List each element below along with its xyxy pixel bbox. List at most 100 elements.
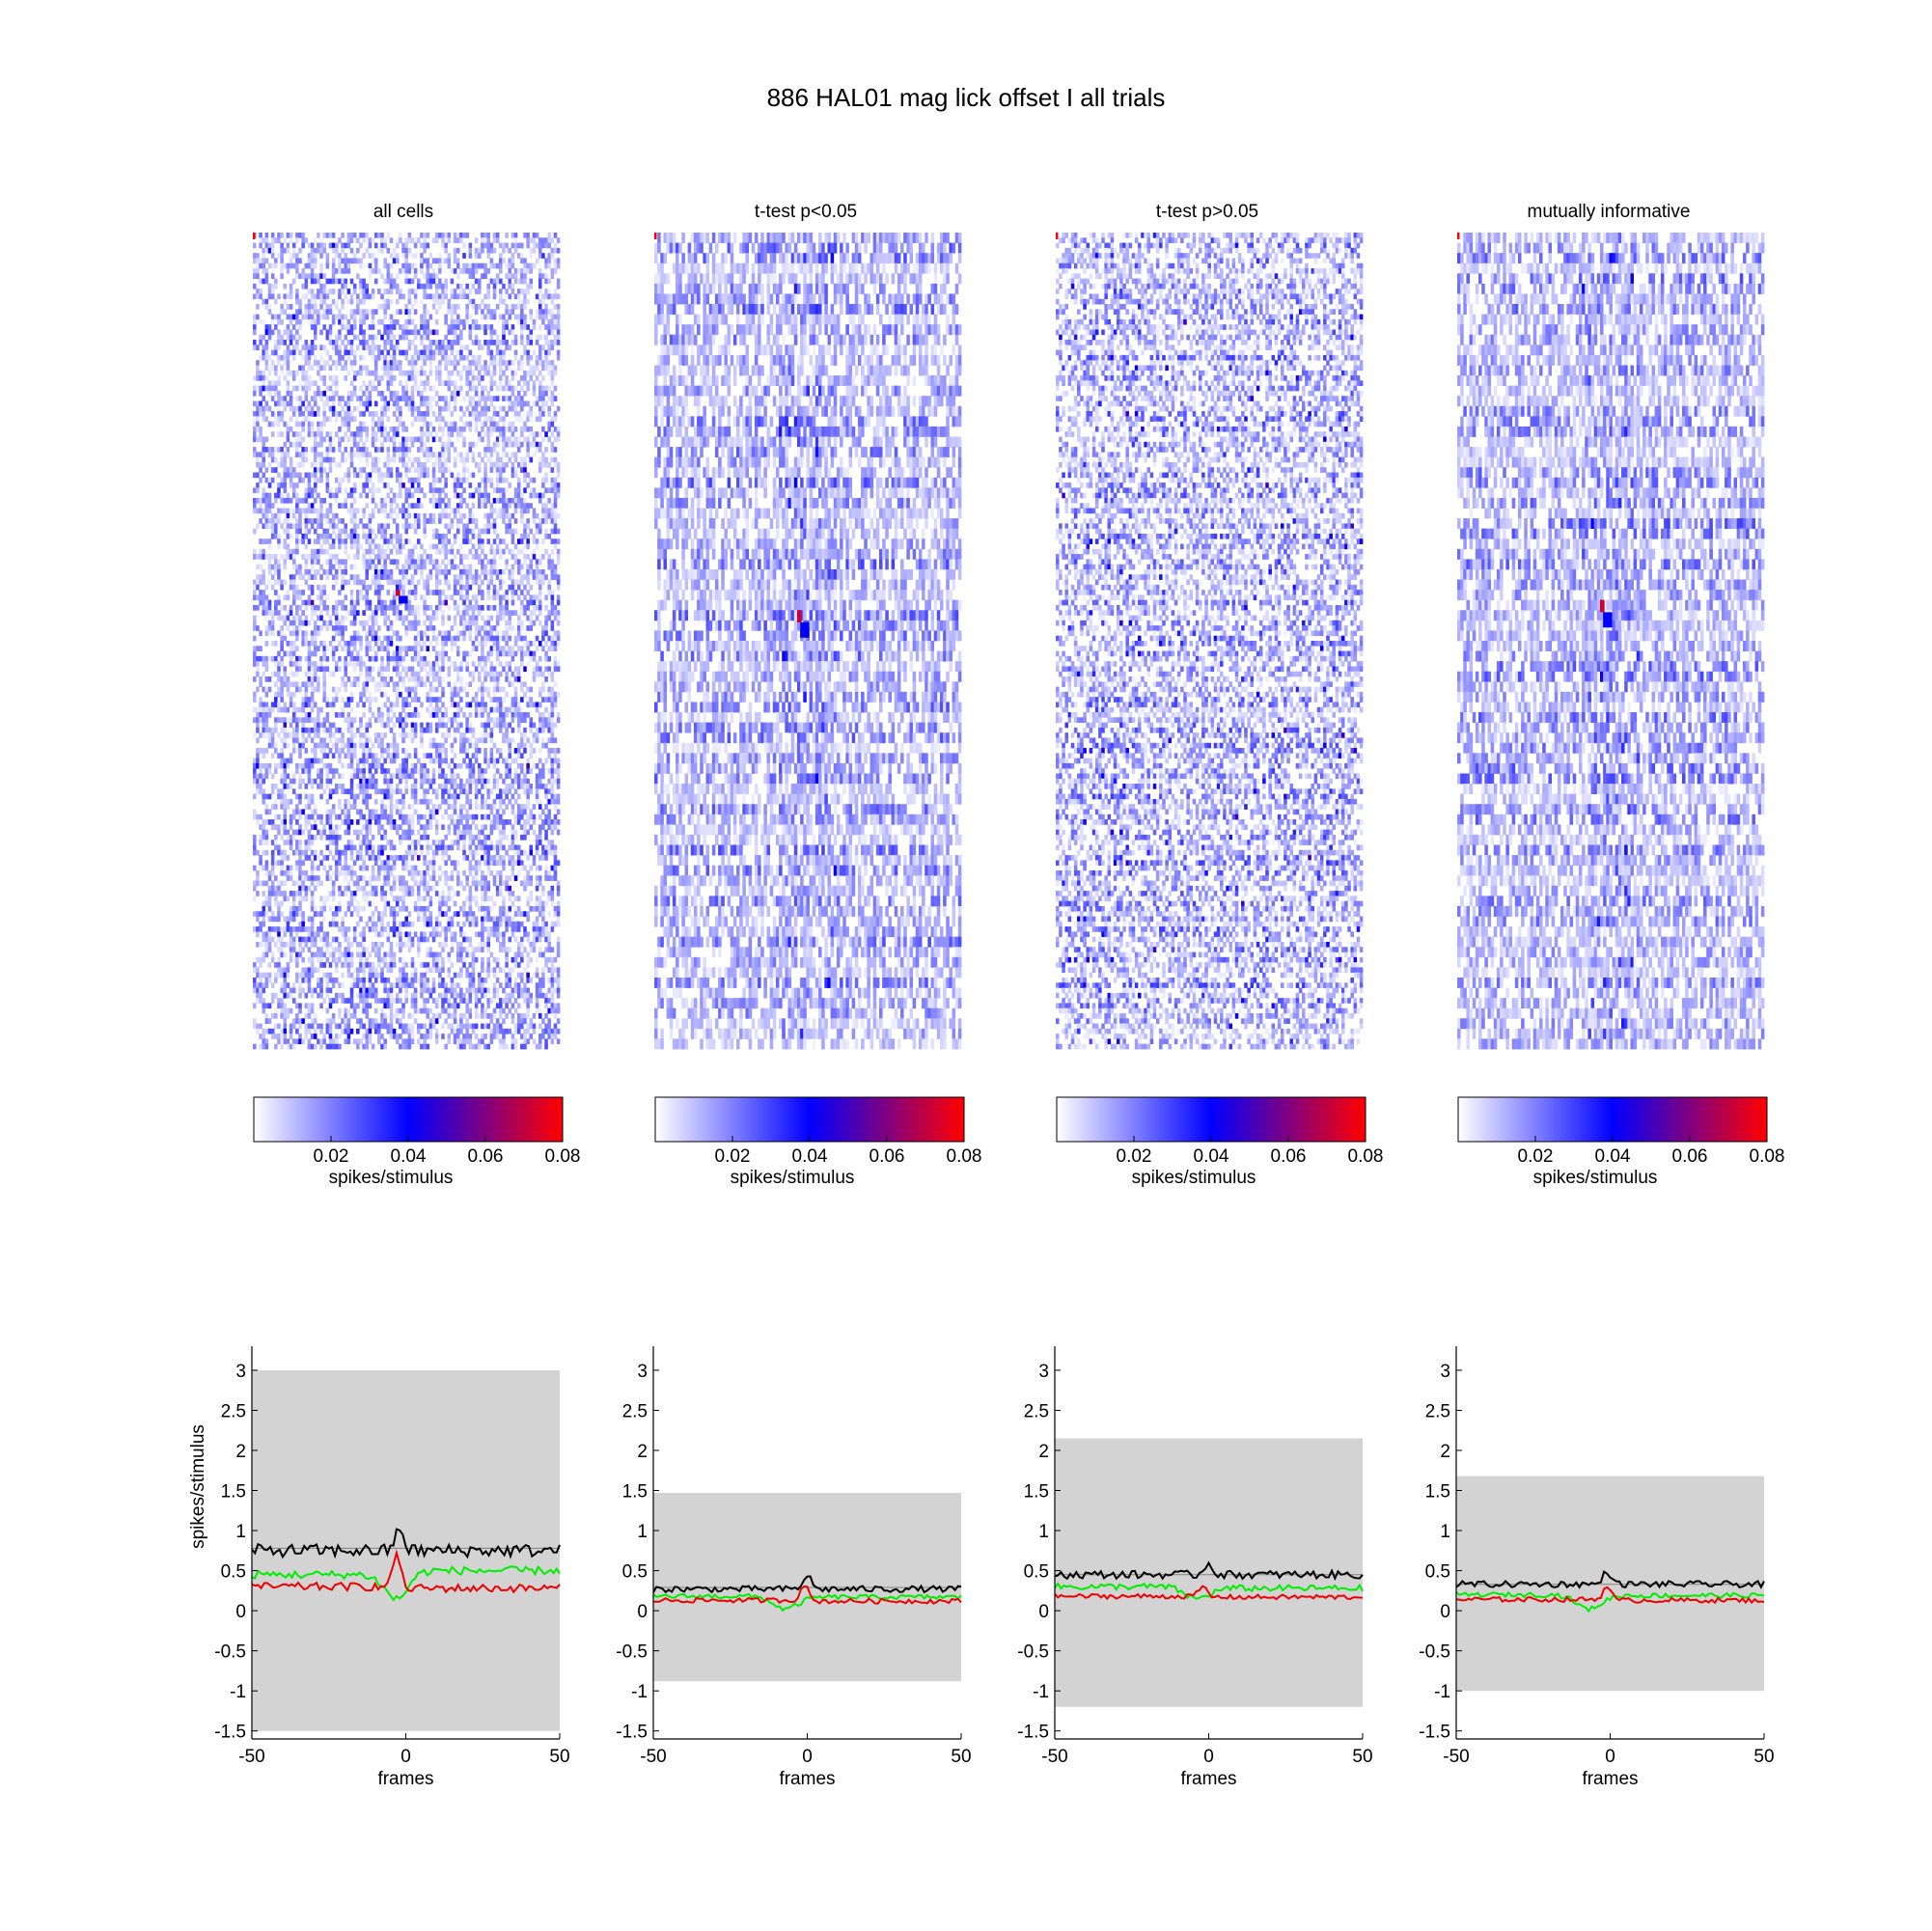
heatmap-cell	[533, 487, 537, 493]
heatmap-cell	[326, 610, 330, 616]
heatmap-cell	[319, 391, 323, 397]
heatmap-cell	[465, 554, 469, 560]
heatmap-cell	[551, 324, 555, 330]
heatmap-cell	[417, 605, 421, 611]
heatmap-cell	[456, 651, 460, 657]
heatmap-cell	[490, 416, 494, 422]
heatmap-cell	[298, 258, 302, 263]
heatmap-cell	[429, 554, 433, 560]
heatmap-cell	[499, 580, 503, 586]
heatmap-cell	[438, 284, 442, 290]
heatmap-cell	[411, 386, 415, 392]
heatmap-cell	[486, 630, 490, 636]
heatmap-cell	[557, 406, 561, 412]
heatmap-cell	[493, 263, 497, 269]
heatmap-cell	[283, 452, 287, 457]
heatmap-cell	[520, 590, 524, 595]
heatmap-cell	[271, 253, 275, 259]
heatmap-cell	[262, 656, 265, 662]
heatmap-cell	[372, 427, 375, 432]
heatmap-cell	[332, 518, 336, 524]
heatmap-cell	[541, 672, 545, 677]
heatmap-cell	[298, 380, 302, 386]
heatmap-cell	[544, 630, 548, 636]
heatmap-cell	[268, 625, 272, 631]
heatmap-cell	[481, 498, 484, 504]
heatmap-cell	[481, 324, 484, 330]
heatmap-cell	[523, 610, 527, 616]
heatmap-cell	[322, 641, 326, 647]
heatmap-cell	[366, 681, 370, 687]
heatmap-cell	[390, 621, 394, 626]
heatmap-cell	[253, 329, 257, 335]
heatmap-cell	[508, 666, 511, 672]
heatmap-cell	[499, 457, 503, 463]
heatmap-cell	[377, 646, 381, 651]
heatmap-cell	[271, 452, 275, 457]
heatmap-cell	[317, 386, 320, 392]
heatmap-cell	[541, 538, 545, 544]
heatmap-cell	[486, 447, 490, 453]
heatmap-cell	[554, 447, 558, 453]
heatmap-cell	[557, 574, 561, 580]
heatmap-cell	[481, 309, 484, 315]
heatmap-cell	[387, 452, 391, 457]
heatmap-cell	[308, 427, 312, 432]
heatmap-cell	[401, 646, 405, 651]
heatmap-cell	[377, 457, 381, 463]
heatmap-cell	[483, 304, 487, 310]
heatmap-cell	[511, 422, 515, 428]
heatmap-cell	[347, 391, 351, 397]
heatmap-cell	[344, 538, 347, 544]
heatmap-cell	[396, 559, 400, 565]
heatmap-cell	[350, 279, 354, 285]
heatmap-cell	[311, 661, 315, 667]
heatmap-cell	[426, 411, 429, 417]
heatmap-cell	[472, 493, 476, 499]
heatmap-cell	[423, 411, 427, 417]
heatmap-cell	[551, 329, 555, 335]
heatmap-cell	[499, 437, 503, 443]
heatmap-cell	[465, 625, 469, 631]
heatmap-cell	[469, 651, 473, 657]
heatmap-cell	[448, 233, 452, 238]
heatmap-cell	[472, 442, 476, 448]
heatmap-cell	[366, 437, 370, 443]
heatmap-cell	[435, 487, 439, 493]
heatmap-cell	[271, 467, 275, 473]
heatmap-cell	[429, 273, 433, 279]
heatmap-cell	[287, 447, 290, 453]
heatmap-cell	[332, 447, 336, 453]
heatmap-cell	[435, 503, 439, 509]
heatmap-cell	[417, 523, 421, 529]
heatmap-cell	[372, 574, 375, 580]
heatmap-cell	[369, 268, 373, 274]
heatmap-cell	[414, 590, 418, 595]
heatmap-cell	[404, 569, 408, 575]
heatmap-cell	[271, 625, 275, 631]
heatmap-cell	[475, 237, 479, 243]
heatmap-cell	[429, 621, 433, 626]
heatmap-cell	[438, 380, 442, 386]
heatmap-cell	[350, 590, 354, 595]
heatmap-cell	[496, 534, 500, 539]
heatmap-cell	[262, 538, 265, 544]
heatmap-cell	[520, 304, 524, 310]
heatmap-cell	[268, 554, 272, 560]
heatmap-cell	[308, 345, 312, 350]
heatmap-cell	[326, 360, 330, 366]
heatmap-cell	[551, 293, 555, 299]
heatmap-cell	[377, 636, 381, 642]
heatmap-cell	[448, 585, 452, 591]
heatmap-cell	[374, 309, 378, 315]
heatmap-cell	[478, 324, 482, 330]
heatmap-cell	[514, 293, 518, 299]
heatmap-cell	[544, 651, 548, 657]
heatmap-cell	[369, 666, 373, 672]
heatmap-cell	[396, 391, 400, 397]
heatmap-cell	[393, 365, 397, 371]
heatmap-cell	[493, 585, 497, 591]
heatmap-cell	[287, 590, 290, 595]
heatmap-cell	[462, 467, 466, 473]
heatmap-cell	[536, 580, 539, 586]
